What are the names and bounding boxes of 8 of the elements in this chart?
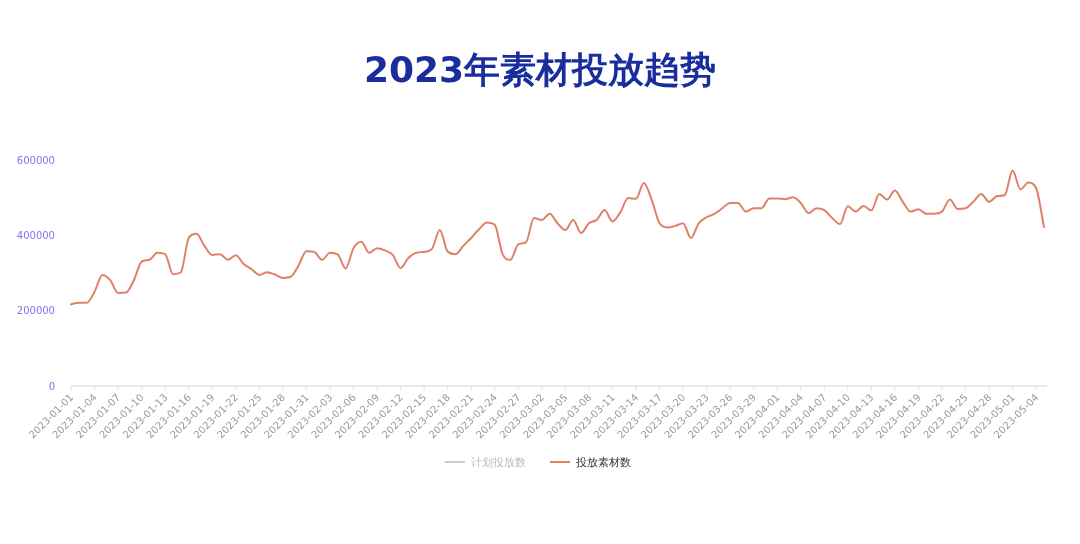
y-tick-label: 200000 [16,305,55,317]
y-tick-label: 400000 [16,229,55,241]
y-tick-label: 600000 [16,154,55,166]
y-tick-label: 0 [48,380,55,392]
legend-label: 投放素材数 [575,456,631,469]
legend-label: 计划投放数 [471,456,526,469]
line-series [70,169,1045,306]
chart-title: 2023年素材投放趋势 [363,49,717,90]
